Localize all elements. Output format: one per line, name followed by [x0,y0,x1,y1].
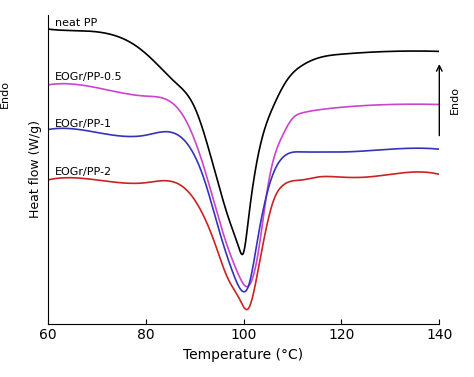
Y-axis label: Heat flow (W/g): Heat flow (W/g) [29,120,42,218]
Text: EOGr/PP-2: EOGr/PP-2 [55,167,112,176]
Text: Endo: Endo [0,80,10,108]
Text: neat PP: neat PP [55,18,97,28]
Text: EOGr/PP-1: EOGr/PP-1 [55,119,112,129]
Text: EOGr/PP-0.5: EOGr/PP-0.5 [55,72,123,81]
Text: Endo: Endo [450,86,460,114]
X-axis label: Temperature (°C): Temperature (°C) [183,348,304,362]
